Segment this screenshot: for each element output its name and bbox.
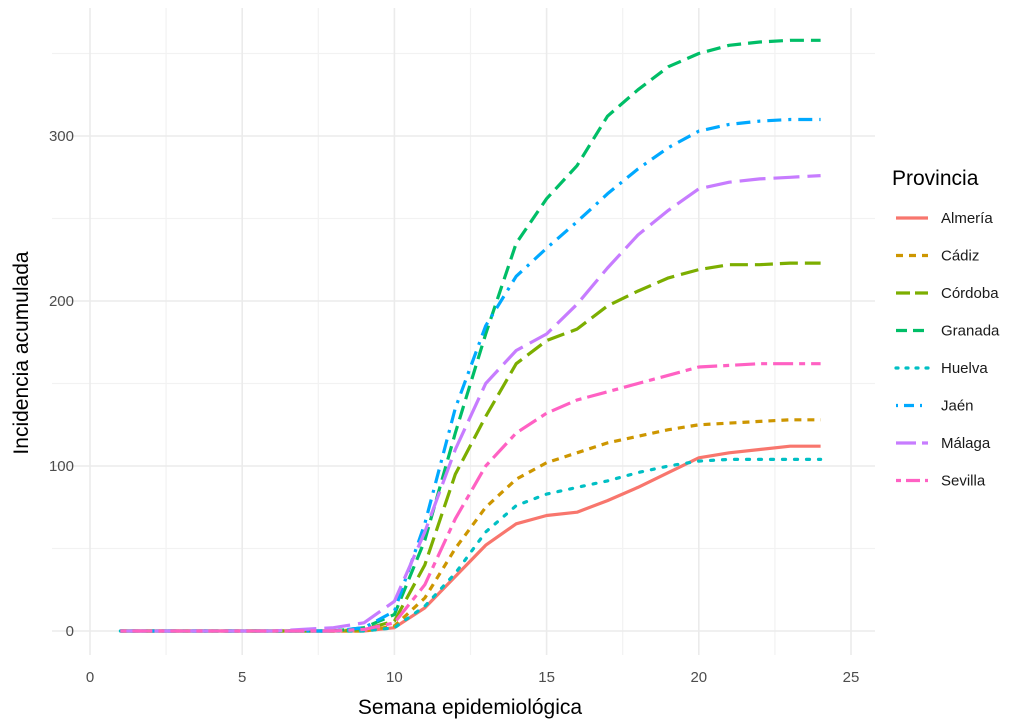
x-tick-label: 20 (690, 669, 707, 686)
legend-label-5: Jaén (941, 398, 974, 415)
legend: Provincia Almería Cádiz Córdoba Granada Huel… (892, 167, 1000, 490)
series-line-1 (120, 418, 821, 633)
legend-label-7: Sevilla (941, 473, 986, 490)
legend-label-3: Granada (941, 323, 1000, 340)
legend-label-4: Huelva (941, 360, 988, 377)
legend-label-1: Cádiz (941, 248, 979, 265)
y-tick-labels: 0 100 200 300 (49, 128, 74, 640)
y-axis-title: Incidencia acumulada (10, 251, 33, 454)
x-axis-title: Semana epidemiológica (358, 696, 582, 719)
x-tick-label: 0 (86, 669, 94, 686)
series-line-7 (120, 362, 821, 633)
x-tick-label: 5 (238, 669, 246, 686)
plot-panel (52, 8, 875, 655)
y-tick-label: 0 (66, 623, 74, 640)
y-tick-label: 100 (49, 458, 74, 475)
x-tick-labels: 0 5 10 15 20 25 (86, 669, 860, 686)
x-tick-label: 10 (386, 669, 403, 686)
y-tick-label: 300 (49, 128, 74, 145)
grid-lines (52, 8, 875, 655)
legend-label-6: Málaga (941, 435, 991, 452)
x-tick-label: 15 (538, 669, 555, 686)
legend-title: Provincia (892, 167, 979, 190)
legend-label-2: Córdoba (941, 285, 999, 302)
x-tick-label: 25 (843, 669, 860, 686)
legend-label-0: Almería (941, 210, 993, 227)
y-tick-label: 200 (49, 293, 74, 310)
series-lines (118, 38, 823, 633)
